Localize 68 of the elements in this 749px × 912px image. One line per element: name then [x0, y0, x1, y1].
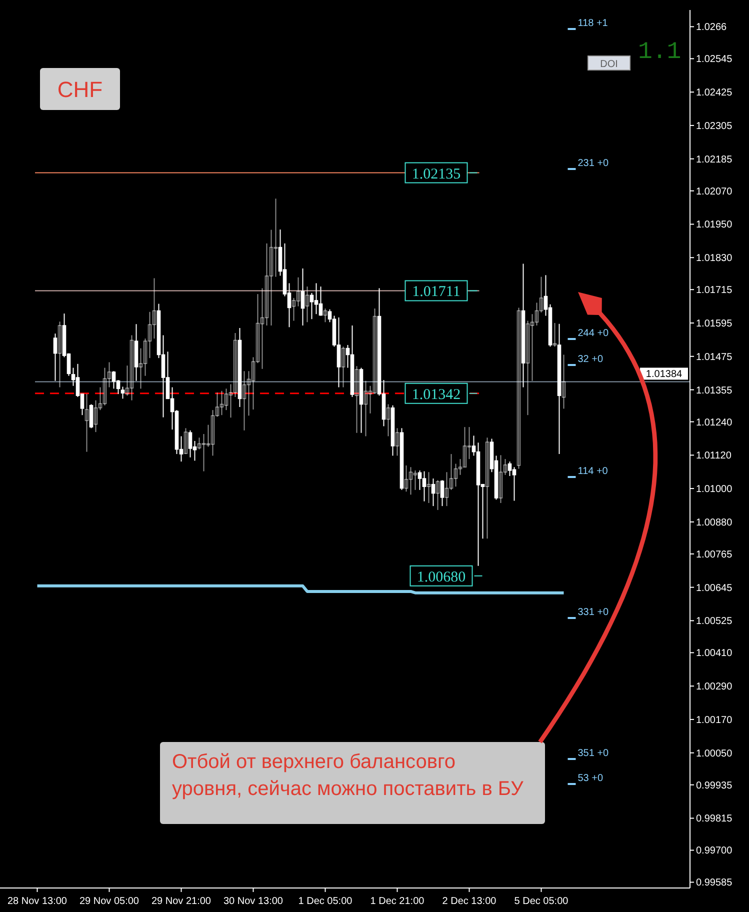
y-tick-label: 1.00170: [696, 714, 733, 726]
y-tick-label: 1.01355: [696, 385, 733, 396]
x-tick-label: 5 Dec 05:00: [514, 896, 569, 907]
y-tick-label: 1.02070: [696, 186, 733, 198]
text: 32 +0: [578, 354, 604, 365]
text: 53 +0: [578, 773, 604, 784]
text: 244 +0: [578, 328, 610, 339]
text: 1.1: [638, 39, 682, 66]
y-tick-label: 1.01950: [696, 220, 733, 231]
candlestick: [120, 386, 125, 400]
y-tick-label: 0.99585: [696, 878, 733, 889]
y-tick-label: 1.01240: [696, 417, 733, 428]
candlestick: [89, 404, 94, 429]
text: 351 +0: [578, 748, 610, 759]
candlestick: [512, 466, 516, 502]
y-tick-label: 1.02425: [696, 88, 733, 99]
x-tick-label: 2 Dec 13:00: [442, 896, 497, 907]
x-tick-label: 29 Nov 05:00: [80, 896, 140, 907]
y-tick-label: 1.02545: [696, 54, 733, 66]
y-tick-label: 1.01715: [696, 285, 733, 296]
x-tick-label: 1 Dec 21:00: [370, 896, 425, 907]
candlestick: [300, 268, 305, 326]
y-tick-label: 1.00645: [696, 582, 733, 594]
button: DOI: [588, 56, 630, 70]
text: 118 +1: [578, 18, 608, 29]
text: 331 +0: [578, 607, 610, 618]
ref-line-label: 1.01384: [646, 369, 683, 380]
y-tick-label: 0.99815: [696, 814, 733, 825]
ref-line-label: 1.02135: [412, 166, 461, 182]
candlestick: [418, 470, 422, 490]
y-tick-label: 1.00290: [696, 682, 733, 693]
annotation: 1.00680: [416, 569, 466, 586]
candlestick: [336, 316, 341, 388]
y-tick-label: 1.00525: [696, 616, 733, 628]
candlestick: [508, 461, 512, 477]
y-tick-label: 1.00880: [696, 517, 733, 528]
ref-line-label: 1.01711: [412, 284, 460, 300]
y-tick-label: 0.99935: [696, 780, 733, 792]
y-tick-label: 1.01120: [696, 450, 732, 462]
candlestick: [440, 480, 444, 507]
y-tick-label: 1.00050: [696, 748, 733, 760]
x-tick-label: 29 Nov 21:00: [152, 896, 212, 907]
x-tick-label: 1 Dec 05:00: [298, 896, 353, 907]
text: 114 +0: [578, 466, 608, 477]
candlestick: [188, 430, 192, 458]
candlestick: [314, 282, 318, 315]
candlestick: [112, 370, 116, 390]
candlestick: [53, 333, 58, 382]
y-tick-label: 0.99700: [696, 846, 733, 857]
y-tick-label: 1.0266: [696, 22, 728, 34]
y-tick-label: 1.01000: [696, 484, 733, 496]
ref-line-label: 1.01342: [412, 386, 461, 403]
y-tick-label: 1.00410: [696, 648, 733, 660]
annotation: Отбой от верхнего балансовго уровня, сейчас можно поставить в БУ: [172, 751, 524, 800]
candlestick: [310, 292, 314, 320]
x-tick-label: 30 Nov 13:00: [224, 896, 284, 907]
text: 231 +0: [578, 158, 610, 169]
y-tick-label: 1.01475: [696, 352, 733, 363]
x-tick-label: 28 Nov 13:00: [8, 896, 68, 907]
candlestick: [422, 470, 426, 502]
y-tick-label: 1.02305: [696, 120, 733, 132]
y-tick-label: 1.02185: [696, 154, 733, 166]
y-tick-label: 1.01830: [696, 253, 733, 264]
y-tick-label: 1.00765: [696, 549, 733, 560]
candlestick: [431, 478, 436, 507]
text: CHF: [57, 77, 103, 102]
candlestick: [318, 286, 323, 316]
y-tick-label: 1.01595: [696, 318, 733, 330]
